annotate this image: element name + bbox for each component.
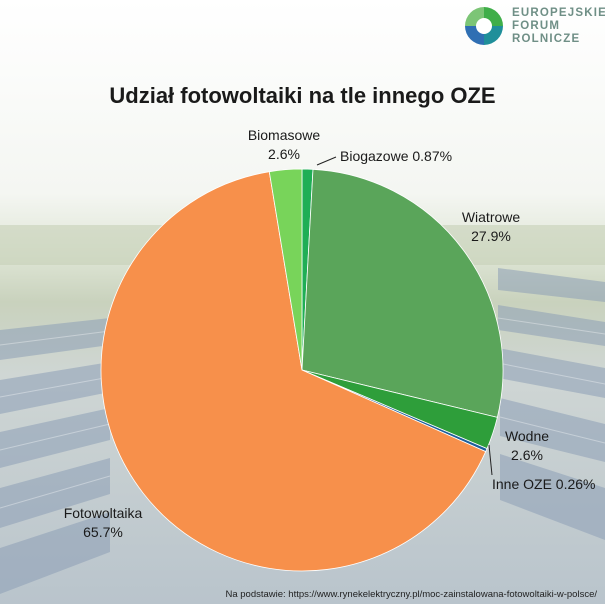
slice-label-biogazowe: Biogazowe 0.87% [340, 148, 452, 164]
slice-label-biomasowe: Biomasowe 2.6% [248, 127, 321, 162]
source-note: Na podstawie: https://www.rynekelektrycz… [225, 589, 597, 600]
leader-line-inne-oze [488, 444, 493, 476]
slice-label-fotowoltaika: Fotowoltaika 65.7% [64, 505, 143, 540]
slice-label-wiatrowe: Wiatrowe 27.9% [462, 209, 521, 244]
pie-slice-wiatrowe [301, 168, 504, 418]
logo: EUROPEJSKIE FORUM ROLNICZE [462, 4, 605, 48]
logo-line-1: EUROPEJSKIE [512, 7, 605, 19]
logo-wordmark: EUROPEJSKIE FORUM ROLNICZE [512, 7, 605, 46]
pie-slice-fotowoltaika [100, 171, 487, 572]
pie-slice-biomasowe [268, 168, 303, 371]
logo-emblem-icon [465, 7, 503, 45]
logo-line-2: FORUM [512, 20, 561, 32]
logo-line-3: ROLNICZE [512, 33, 581, 45]
leader-line-biogazowe [316, 156, 337, 166]
slice-label-wodne: Wodne 2.6% [505, 428, 549, 463]
chart-title: Udział fotowoltaiki na tle innego OZE [109, 83, 496, 108]
slice-label-inne-oze: Inne OZE 0.26% [492, 476, 596, 492]
